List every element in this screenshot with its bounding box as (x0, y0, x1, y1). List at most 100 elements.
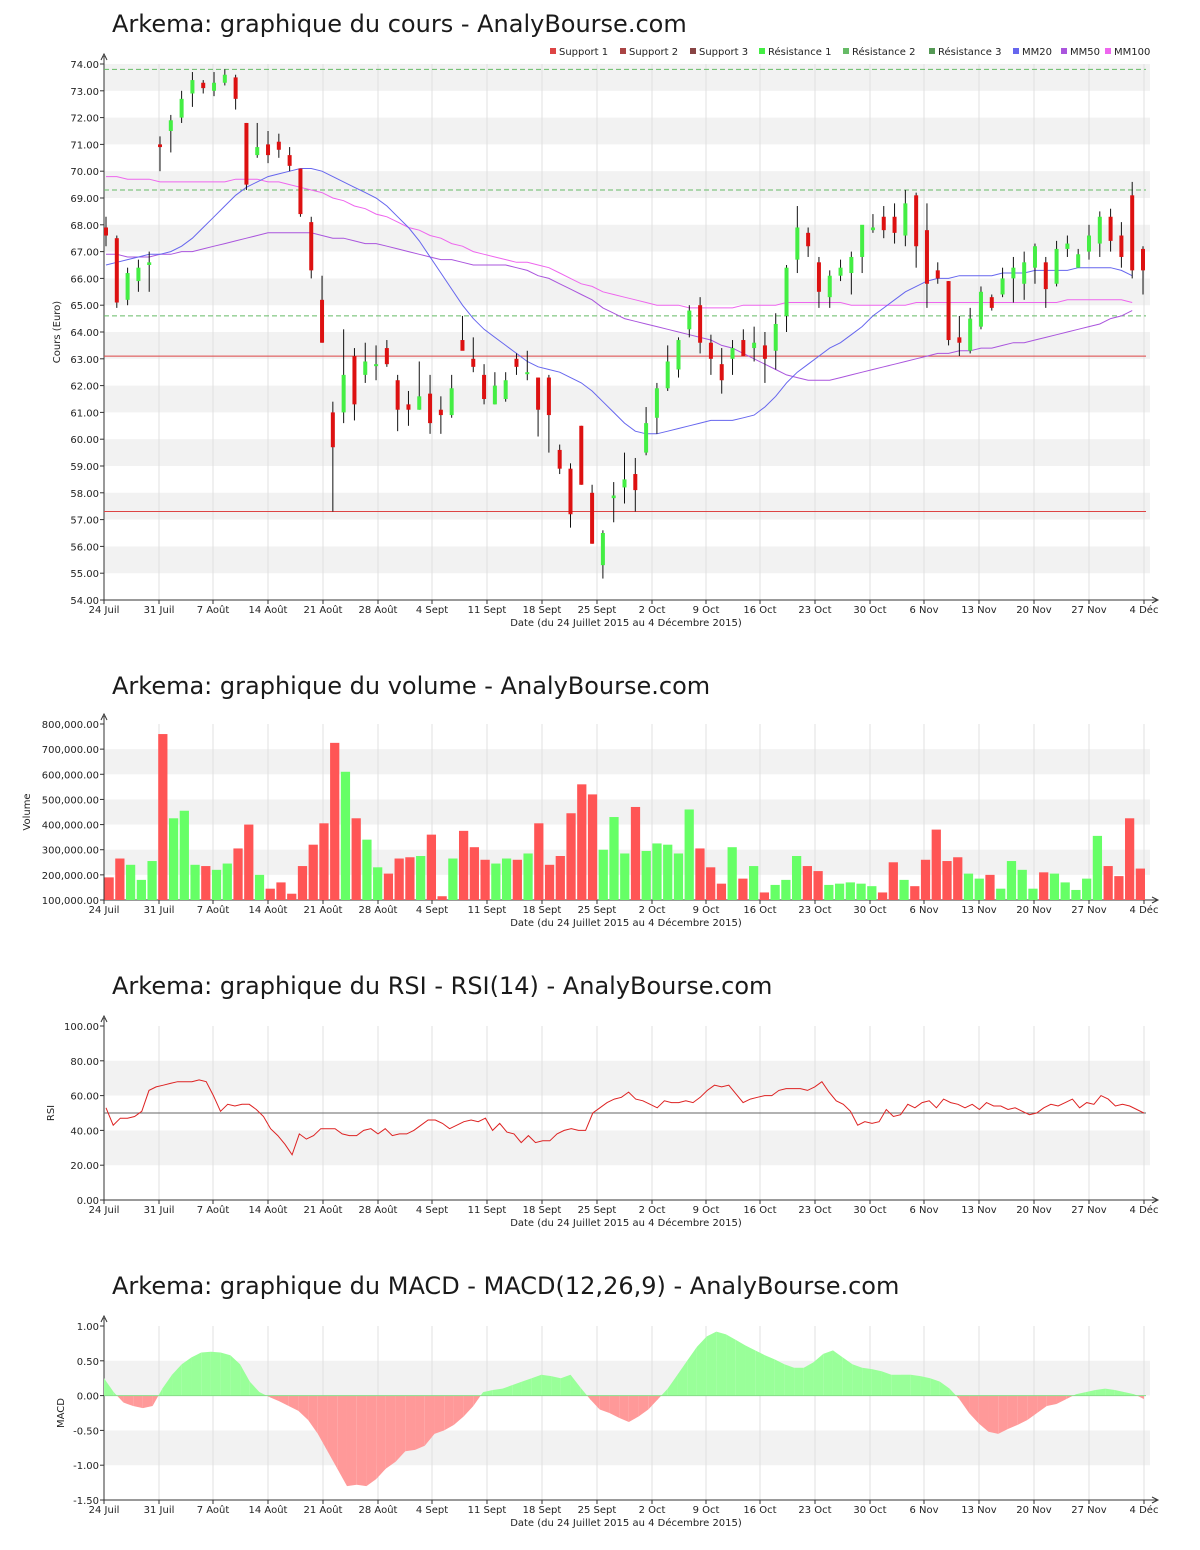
volume-bar (1125, 818, 1135, 900)
macd-area-segment (716, 1331, 727, 1396)
macd-area-segment (1075, 1392, 1086, 1396)
candle-body (363, 361, 368, 375)
macd-area-segment (862, 1367, 872, 1396)
volume-bar (426, 834, 437, 900)
legend-swatch (843, 48, 849, 54)
volume-bar (147, 861, 157, 900)
volume-bar (963, 873, 974, 900)
macd-area-segment (152, 1395, 159, 1407)
macd-area-segment (735, 1339, 746, 1396)
volume-bar (308, 844, 318, 900)
candle-body (914, 195, 919, 247)
x-tick-label: 7 Août (197, 1504, 230, 1516)
candle-body (276, 141, 281, 150)
x-tick-label: 20 Nov (1016, 905, 1052, 916)
candle-body (600, 533, 605, 566)
y-tick-label: 20.00 (70, 1161, 99, 1172)
macd-area-segment (560, 1374, 571, 1396)
macd-area-segment (376, 1395, 386, 1480)
candle-body (784, 267, 789, 316)
x-tick-label: 24 Juil (89, 1505, 120, 1516)
macd-area-segment (483, 1390, 493, 1396)
macd-area-segment (142, 1395, 153, 1409)
x-tick-label: 30 Oct (853, 1505, 886, 1516)
candle-body (168, 120, 173, 131)
macd-area-segment (956, 1395, 960, 1400)
macd-area-segment (1105, 1388, 1115, 1396)
y-tick-label: 55.00 (70, 569, 99, 580)
volume-bar (738, 878, 748, 900)
y-tick-label: 69.00 (70, 194, 99, 205)
volume-bar (287, 893, 297, 900)
macd-area-segment (230, 1355, 241, 1396)
macd-area-segment (891, 1374, 902, 1396)
x-tick-label: 25 Sept (578, 905, 617, 916)
x-tick-label: 6 Nov (909, 1505, 938, 1516)
x-tick-label: 20 Nov (1016, 1505, 1052, 1516)
y-axis-title: RSI (46, 1105, 57, 1121)
volume-bar (340, 771, 351, 900)
grid-band (104, 1130, 1150, 1166)
volume-bar (792, 856, 802, 900)
macd-chart: -1.50 -1.00 -0.50 0.00 0.50 1.00 24 Juil 31 Jui… (56, 1314, 1160, 1529)
y-tick-label: 60.00 (70, 1092, 99, 1103)
x-tick-label: 7 Août (197, 904, 230, 916)
volume-bar (974, 878, 984, 900)
x-tick-label: 23 Oct (798, 905, 831, 916)
legend-swatch (759, 48, 765, 54)
y-tick-label: 66.00 (70, 274, 99, 285)
candle-body (762, 345, 767, 359)
macd-area-segment (774, 1359, 785, 1396)
volume-bar (480, 859, 490, 900)
x-tick-label: 21 Août (304, 604, 343, 616)
macd-area-segment (220, 1352, 231, 1396)
x-axis-arrow (1151, 1196, 1160, 1204)
macd-area-segment (570, 1374, 581, 1396)
candle-body (838, 267, 843, 276)
x-tick-label: 23 Oct (798, 1205, 831, 1216)
candle-body (503, 380, 508, 399)
volume-bar (996, 888, 1006, 900)
macd-area-segment (473, 1395, 481, 1407)
x-tick-label: 9 Oct (693, 605, 720, 616)
macd-area-segment (619, 1395, 629, 1423)
volume-bar (168, 818, 179, 900)
x-tick-label: 18 Sept (523, 1505, 562, 1516)
x-tick-label: 27 Nov (1071, 1505, 1107, 1516)
candle-body (309, 222, 314, 271)
x-tick-label: 4 Déc (1130, 604, 1159, 616)
x-tick-label: 27 Nov (1071, 905, 1107, 916)
y-tick-label: 71.00 (70, 140, 99, 151)
volume-bar (1039, 872, 1049, 900)
volume-bar (867, 886, 877, 900)
y-tick-label: 65.00 (70, 301, 99, 312)
volume-bar (641, 850, 651, 900)
macd-area-segment (181, 1357, 192, 1396)
macd-area-segment (405, 1395, 416, 1452)
grid-band (104, 385, 1150, 413)
macd-area-segment (871, 1369, 882, 1396)
volume-bar (544, 864, 555, 900)
volume-bar (115, 858, 125, 900)
volume-bar (620, 853, 630, 900)
candle-body (190, 80, 195, 94)
y-tick-label: 68.00 (70, 221, 99, 232)
mm100-line (106, 176, 1133, 309)
macd-area-segment (599, 1395, 610, 1413)
volume-bar (899, 879, 909, 900)
macd-area-segment (104, 1378, 114, 1396)
candle-body (352, 356, 357, 405)
x-tick-label: 16 Oct (743, 1205, 776, 1216)
macd-area-segment (661, 1388, 668, 1396)
volume-bar (652, 843, 662, 900)
macd-area-segment (696, 1336, 707, 1396)
x-tick-label: 21 Août (304, 1504, 343, 1516)
macd-area-segment (1017, 1395, 1028, 1425)
macd-area-segment (706, 1331, 717, 1396)
volume-bar (233, 848, 243, 900)
candle-body (266, 144, 271, 156)
x-tick-label: 4 Déc (1130, 1204, 1159, 1216)
macd-area-segment (978, 1395, 989, 1432)
candle-body (881, 216, 886, 231)
volume-bar (158, 734, 168, 900)
